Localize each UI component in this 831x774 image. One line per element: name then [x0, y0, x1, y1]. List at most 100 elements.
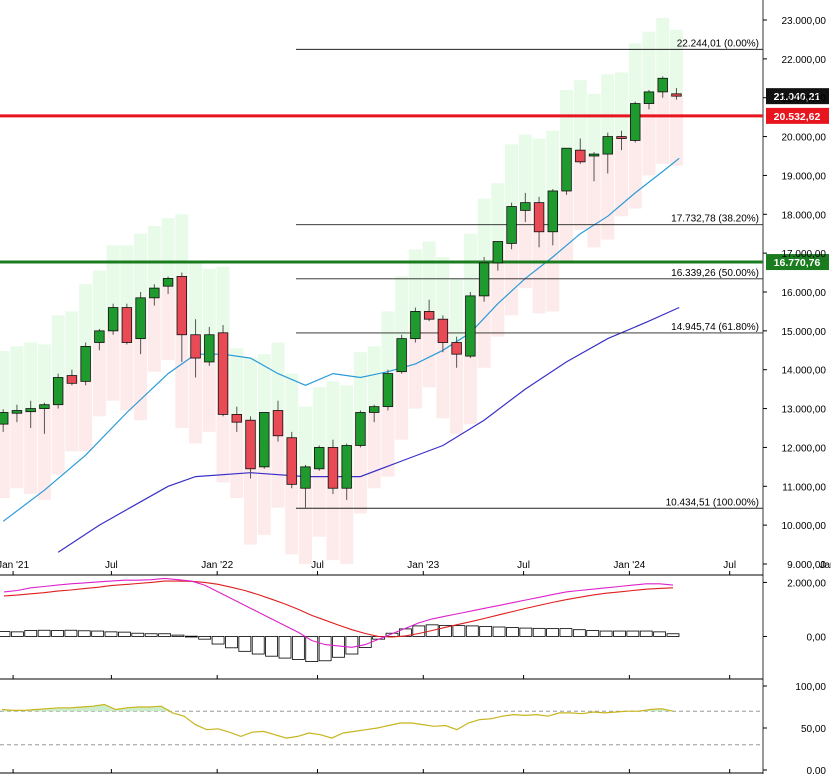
macd-histogram-bar	[198, 636, 212, 640]
band-lower	[120, 325, 134, 411]
candle-body	[80, 345, 91, 382]
band-layer	[0, 18, 683, 564]
macd-histogram-bar	[506, 627, 519, 637]
fibonacci-label: 10.434,51 (100.00%)	[666, 497, 759, 508]
band-upper	[642, 31, 656, 98]
macd-line	[3, 577, 674, 648]
macd-histogram-bar	[211, 636, 225, 645]
band-upper	[0, 351, 10, 419]
band-upper	[628, 43, 642, 122]
macd-histogram-bar	[412, 625, 426, 637]
candle-body	[272, 410, 284, 437]
x-tick-label: Jan '24	[613, 560, 645, 571]
candles-layer	[0, 76, 682, 508]
band-lower	[326, 467, 340, 561]
candle-body	[533, 202, 545, 233]
band-lower	[367, 409, 381, 489]
fibonacci-label: 14.945,74 (61.80%)	[671, 322, 759, 333]
macd-tick-label: 2.000,00	[787, 578, 826, 589]
band-upper	[51, 315, 65, 392]
fibonacci-layer: 22.244,01 (0.00%) 17.732,78 (38.20%) 16.33…	[296, 38, 763, 509]
band-upper	[24, 342, 38, 411]
last-price-label: 21.040,21	[774, 91, 821, 103]
candle-body	[465, 295, 476, 357]
band-lower	[230, 418, 244, 498]
band-upper	[573, 80, 587, 156]
band-upper	[298, 406, 312, 478]
candle-body	[135, 297, 146, 340]
x-tick-label: Jan '21	[0, 560, 29, 571]
candle-body	[396, 338, 407, 373]
band-upper	[353, 352, 367, 429]
band-lower	[408, 325, 422, 409]
candle-body	[492, 241, 504, 264]
band-upper	[65, 311, 79, 380]
macd-histogram-bar	[666, 633, 680, 637]
candle-body	[94, 330, 105, 343]
band-upper	[134, 233, 148, 319]
macd-histogram-bar	[278, 636, 292, 659]
price-tick-label: 14.000,00	[782, 366, 827, 377]
candle-body	[217, 332, 229, 415]
candle-body	[588, 153, 600, 157]
band-upper	[587, 93, 601, 156]
last-price-box	[766, 88, 829, 105]
candle-body	[478, 262, 490, 297]
band-lower	[92, 336, 106, 417]
candle-body	[437, 318, 449, 343]
band-lower	[601, 145, 615, 240]
band-lower	[669, 94, 683, 166]
oscillator-tick-label: 50,00	[801, 724, 826, 735]
candle-body	[575, 149, 586, 163]
band-lower	[395, 355, 409, 440]
candle-body	[11, 410, 23, 414]
candle-body	[602, 136, 613, 155]
band-upper	[189, 260, 203, 347]
band-lower	[24, 410, 38, 495]
price-tick-label: 19.000,00	[782, 171, 827, 182]
macd-histogram-bar	[37, 629, 51, 637]
band-upper	[106, 245, 120, 320]
oscillator-panel: 100,00 50,00 0,00	[0, 682, 826, 774]
macd-histogram-bar	[77, 630, 91, 637]
candle-body	[231, 413, 242, 423]
band-lower	[491, 252, 505, 337]
candle-body	[190, 334, 201, 359]
macd-signal-line	[3, 580, 674, 638]
macd-histogram-bar	[572, 629, 586, 637]
candle-body	[300, 466, 311, 489]
candle-body	[451, 342, 462, 355]
band-upper	[326, 381, 340, 468]
candle-body	[506, 206, 517, 244]
band-upper	[669, 29, 683, 95]
band-upper	[271, 342, 285, 424]
band-upper	[408, 249, 422, 326]
oscillator-tick-label: 100,00	[795, 682, 826, 693]
support-price-box	[766, 254, 829, 271]
band-upper	[161, 218, 175, 283]
grid-layer	[0, 0, 764, 774]
band-lower	[79, 363, 93, 452]
band-upper	[615, 72, 628, 138]
band-lower	[312, 458, 326, 537]
price-tick-label: 21.000,00	[782, 94, 827, 105]
band-lower	[202, 348, 216, 432]
macd-histogram-bar	[91, 630, 105, 637]
band-lower	[106, 319, 120, 401]
price-tick-label: 13.000,00	[782, 405, 827, 416]
candle-body	[52, 377, 64, 406]
band-upper	[312, 387, 326, 459]
x-tick-label: Jan '23	[407, 560, 439, 571]
candle-body	[341, 445, 352, 489]
price-tick-label: 20.000,00	[782, 133, 827, 144]
band-upper	[532, 138, 546, 218]
macd-histogram-bar	[532, 627, 546, 637]
macd-histogram-bar	[10, 631, 24, 637]
candle-body	[671, 93, 682, 97]
band-upper	[92, 270, 106, 337]
price-tick-label: 22.000,00	[782, 55, 827, 66]
macd-histogram-bar	[51, 630, 64, 637]
candle-body	[327, 447, 339, 489]
band-upper	[436, 257, 450, 331]
